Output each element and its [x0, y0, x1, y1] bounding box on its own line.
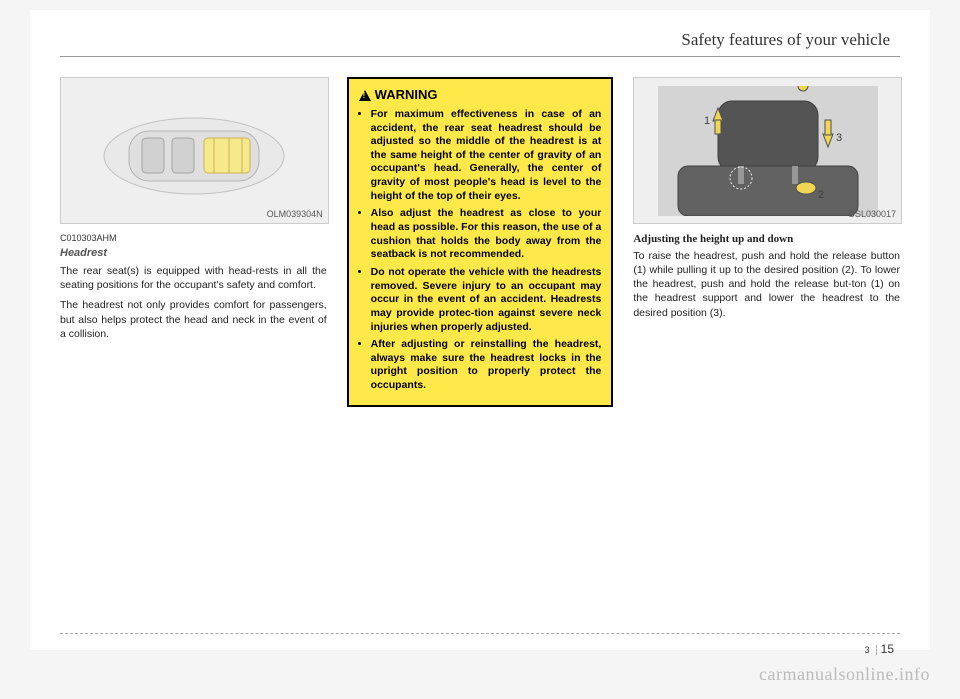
column-3: 1 3 2 OSL030017 Adjusting the height up …	[633, 77, 900, 407]
svg-text:1: 1	[704, 115, 710, 127]
warning-item: After adjusting or reinstalling the head…	[371, 338, 602, 393]
warning-box: WARNING For maximum effectiveness in cas…	[347, 77, 614, 407]
watermark: carmanualsonline.info	[759, 664, 930, 685]
warning-icon	[359, 90, 371, 101]
page-container: Safety features of your vehicle OLM03930…	[30, 10, 930, 650]
paragraph: To raise the headrest, push and hold the…	[633, 249, 900, 320]
paragraph: The rear seat(s) is equipped with head-r…	[60, 264, 327, 292]
warning-item: Do not operate the vehicle with the head…	[371, 266, 602, 334]
svg-text:2: 2	[818, 189, 824, 201]
figure-code-1: OLM039304N	[267, 208, 323, 220]
figure-code-2: OSL030017	[848, 208, 896, 220]
warning-item: Also adjust the headrest as close to you…	[371, 207, 602, 262]
page-footer: 315	[60, 633, 900, 638]
warning-item: For maximum effectiveness in case of an …	[371, 108, 602, 203]
warning-list: For maximum effectiveness in case of an …	[359, 108, 602, 393]
warning-label: WARNING	[375, 87, 438, 104]
paragraph: The headrest not only provides comfort f…	[60, 298, 327, 341]
figure-headrest-adjust: 1 3 2 OSL030017	[633, 77, 902, 224]
warning-title: WARNING	[359, 87, 602, 104]
document-code: C010303AHM	[60, 232, 327, 244]
subheading-adjust: Adjusting the height up and down	[633, 232, 900, 247]
page-number: 3 15	[865, 642, 894, 656]
subheading-headrest: Headrest	[60, 246, 327, 261]
content-columns: OLM039304N C010303AHM Headrest The rear …	[60, 77, 900, 407]
section-number: 3	[865, 645, 877, 655]
page-no: 15	[881, 642, 894, 656]
column-2: WARNING For maximum effectiveness in cas…	[347, 77, 614, 407]
chapter-title: Safety features of your vehicle	[60, 30, 900, 57]
figure-rear-seat-diagram: OLM039304N	[60, 77, 329, 224]
svg-text:3: 3	[836, 132, 842, 144]
column-1: OLM039304N C010303AHM Headrest The rear …	[60, 77, 327, 407]
